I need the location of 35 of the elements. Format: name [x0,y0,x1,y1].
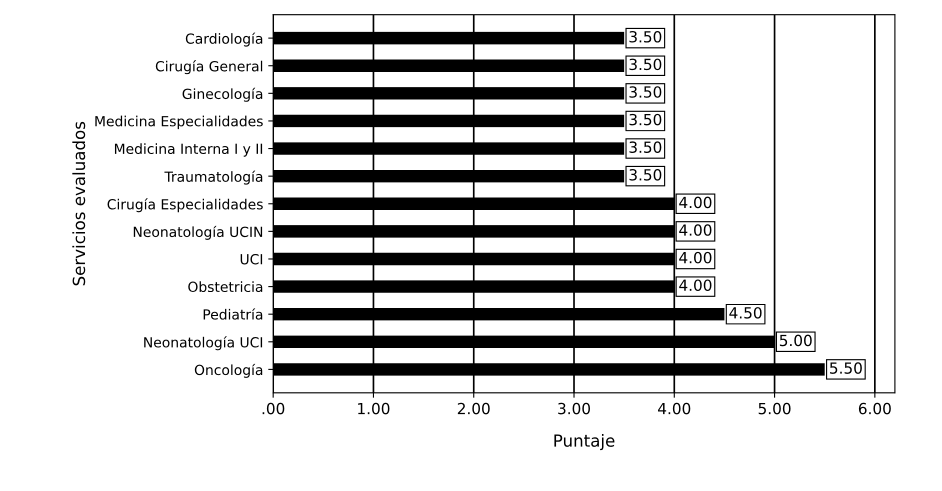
data-label: 3.50 [629,114,662,126]
data-label: 3.50 [629,31,662,43]
y-tick-label: Cirugía General [156,60,262,74]
data-label: 4.50 [729,307,762,319]
x-tick-label: 1.00 [358,402,390,414]
y-tick-label: Neonatología UCIN [134,226,262,240]
x-tick-label: 6.00 [858,402,891,414]
data-label: 5.50 [830,362,862,374]
y-tick-label: Neonatología UCI [144,336,262,350]
data-label: 4.00 [679,224,712,236]
data-label: 4.00 [679,279,712,292]
y-axis-title: Servicios evaluados [72,122,86,286]
data-label: 4.00 [679,252,712,264]
y-tick-label: Obstetricia [188,281,262,292]
x-tick-label: 2.00 [458,402,490,414]
x-tick-label: 4.00 [658,402,690,414]
y-tick-label: Medicina Interna I y II [114,143,262,157]
y-tick-label: Cirugía Especialidades [108,198,263,212]
data-label: 5.00 [780,334,812,346]
data-label: 3.50 [629,169,662,181]
x-tick-label: 5.00 [758,402,791,414]
data-label: 3.50 [629,141,662,153]
y-tick-label: Medicina Especialidades [95,116,263,130]
y-tick-label: Ginecología [182,88,262,102]
x-tick-label: 3.00 [558,402,590,414]
data-label: 4.00 [679,196,712,208]
y-tick-label: UCI [240,254,262,264]
x-tick-label: .00 [262,402,284,414]
y-tick-label: Pediatría [204,308,262,320]
y-tick-label: Cardiología [186,32,262,47]
y-tick-label: Traumatología [164,170,262,185]
y-tick-label: Oncología [194,364,262,378]
data-label: 3.50 [629,58,662,70]
x-axis-title: Puntaje [554,434,614,450]
data-label: 3.50 [629,86,662,98]
